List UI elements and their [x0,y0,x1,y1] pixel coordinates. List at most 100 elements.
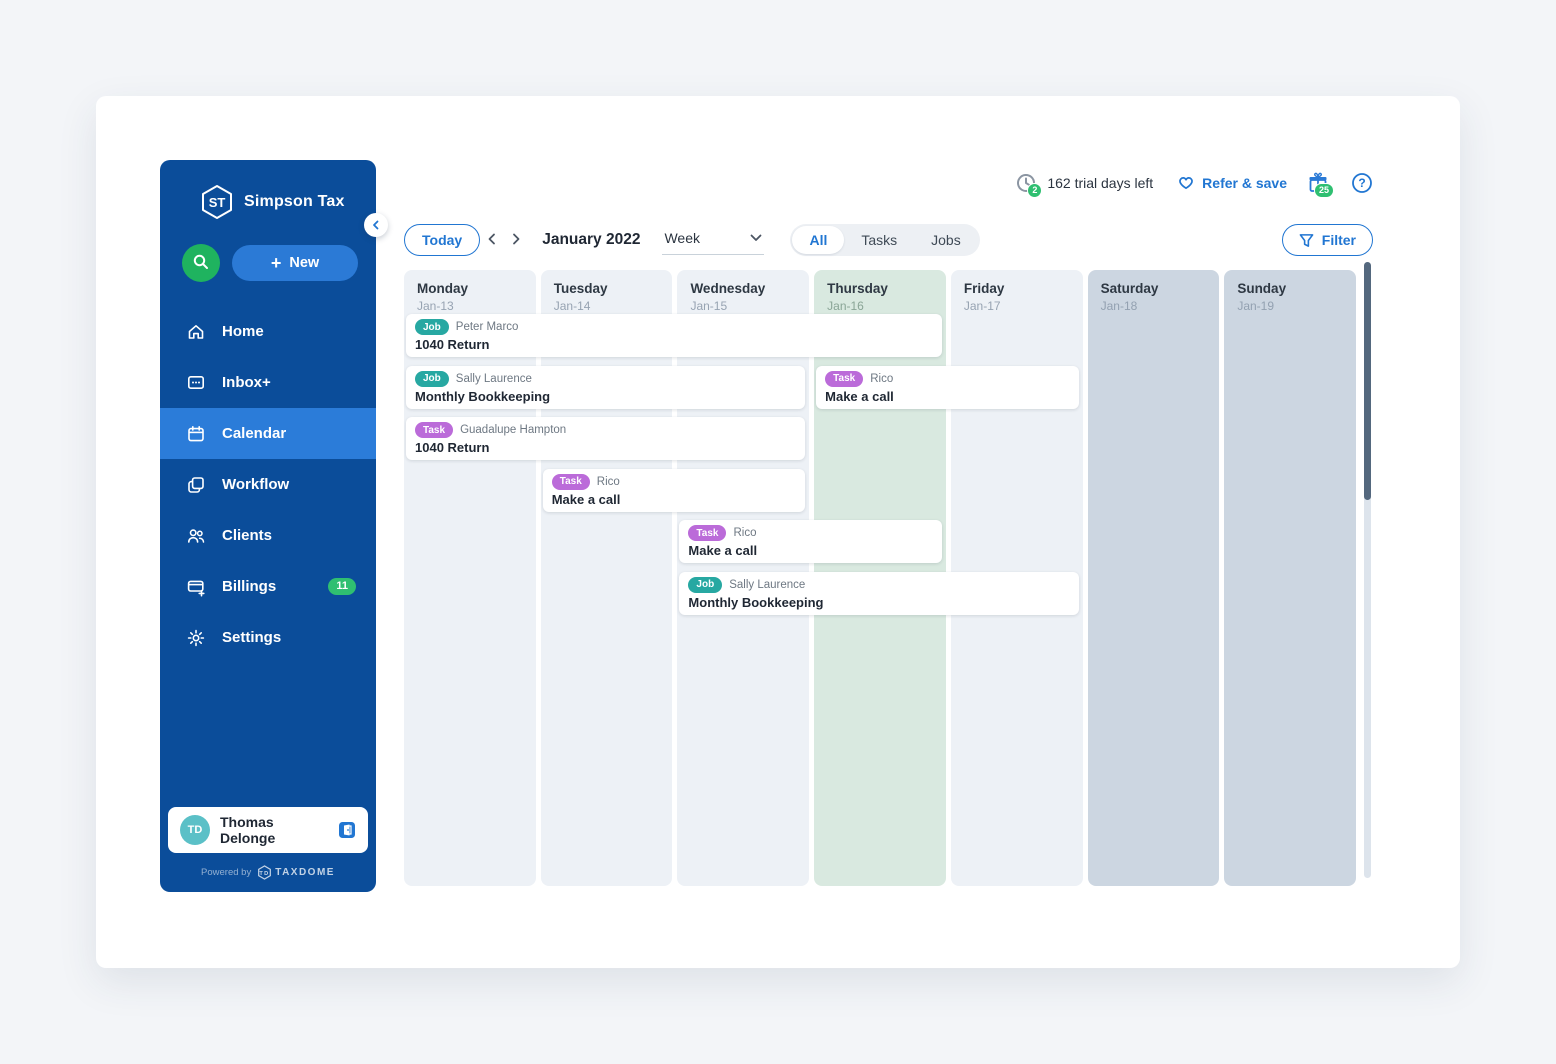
filter-button[interactable]: Filter [1281,224,1373,256]
day-column-monday: Monday Jan-13 [404,270,536,886]
chevron-left-icon [488,233,496,244]
filter-icon [1299,233,1314,247]
scrollbar-thumb[interactable] [1364,262,1371,500]
calendar-event[interactable]: Task Rico Make a call [816,365,1079,409]
sidebar-item-label: Clients [222,527,273,544]
sidebar-item-inbox[interactable]: Inbox+ [160,357,376,408]
taxdome-logo-icon: TD [258,865,272,880]
gift-button[interactable]: 25 [1307,172,1334,198]
company-logo-icon: ST [200,184,234,220]
event-type-badge: Task [415,422,454,438]
calendar-event[interactable]: Task Guadalupe Hampton 1040 Return [406,417,806,460]
sidebar-item-billings[interactable]: Billings 11 [160,561,376,612]
calendar-grid: Monday Jan-13 Tuesday Jan-14 Wednesday J… [404,270,1357,886]
gift-count-badge: 25 [1313,183,1334,198]
event-person: Guadalupe Hampton [460,424,567,436]
sidebar-item-clients[interactable]: Clients [160,510,376,561]
company-name: Simpson Tax [244,193,345,210]
sidebar-item-workflow[interactable]: Workflow [160,459,376,510]
day-date: Jan-17 [963,299,1001,313]
billings-icon [186,577,206,597]
calendar-icon [186,424,206,444]
user-menu[interactable]: TD Thomas Delonge [168,807,368,853]
vertical-scrollbar [1364,262,1371,878]
filter-label: Filter [1321,232,1356,248]
trial-status: 2 162 trial days left [1015,172,1154,198]
calendar-event[interactable]: Task Rico Make a call [679,520,942,563]
chevron-right-icon [513,233,520,244]
new-button[interactable]: + New [232,245,358,281]
segment-jobs[interactable]: Jobs [914,226,978,254]
today-button[interactable]: Today [404,224,481,256]
help-button[interactable]: ? [1351,172,1373,194]
trial-clock-icon: 2 [1015,172,1043,198]
sidebar-item-label: Billings [222,578,277,595]
event-person: Peter Marco [455,321,519,333]
sidebar-item-label: Workflow [222,476,290,493]
segment-tasks[interactable]: Tasks [844,226,914,254]
event-title: Monthly Bookkeeping [688,594,824,610]
event-type-badge: Job [688,576,723,593]
day-header: Monday Jan-13 [404,270,536,319]
calendar-event[interactable]: Task Rico Make a call [542,468,806,512]
day-header: Friday Jan-17 [951,270,1083,319]
heart-icon [1177,173,1195,193]
search-icon [192,253,210,274]
day-header: Thursday Jan-16 [814,270,946,319]
event-title: Monthly Bookkeeping [415,388,551,404]
event-type-badge: Task [551,473,590,490]
event-type-badge: Job [415,319,449,335]
logout-icon[interactable] [338,821,356,839]
sidebar: ST Simpson Tax + New Home [160,160,388,892]
sidebar-item-label: Calendar [222,425,287,442]
event-title: Make a call [688,543,758,558]
sidebar-item-settings[interactable]: Settings [160,612,376,663]
period-label: January 2022 [542,231,641,248]
event-person: Sally Laurence [729,578,806,591]
view-select-value: Week [664,229,700,246]
refer-and-save-label: Refer & save [1202,175,1287,191]
search-button[interactable] [182,244,220,282]
day-name: Sunday [1237,281,1287,296]
sidebar-item-calendar[interactable]: Calendar [160,408,376,459]
sidebar-item-label: Settings [222,629,282,646]
sidebar-item-label: Home [222,323,264,340]
clients-icon [186,526,206,546]
day-column-tuesday: Tuesday Jan-14 [540,270,673,886]
previous-week-button[interactable] [482,229,502,252]
calendar-event[interactable]: Job Sally Laurence Monthly Bookkeeping [679,571,1079,615]
day-header: Saturday Jan-18 [1088,270,1220,319]
sidebar-nav: Home Inbox+ Calendar Workflow Clients Bi… [160,306,376,663]
day-name: Friday [963,281,1005,296]
collapse-sidebar-button[interactable] [364,213,388,237]
day-header: Wednesday Jan-15 [677,270,809,319]
sidebar-item-home[interactable]: Home [160,306,376,357]
next-week-button[interactable] [506,229,526,252]
event-title: Make a call [551,491,621,507]
calendar-event[interactable]: Job Peter Marco 1040 Return [406,314,942,357]
event-title: 1040 Return [415,337,490,352]
event-person: Sally Laurence [455,372,532,385]
svg-text:?: ? [1358,176,1365,190]
event-type-badge: Task [825,370,864,387]
day-date: Jan-14 [553,299,591,313]
calendar-event[interactable]: Job Sally Laurence Monthly Bookkeeping [406,365,806,409]
avatar: TD [180,815,210,845]
billings-count-badge: 11 [328,578,356,595]
taxdome-wordmark: TAXDOME [275,867,335,878]
segment-all[interactable]: All [792,226,845,254]
event-title: Make a call [825,388,894,404]
day-date: Jan-13 [417,299,454,313]
inbox-icon [186,373,206,393]
day-column-sunday: Sunday Jan-19 [1224,270,1357,886]
view-select[interactable]: Week [662,226,765,255]
trial-count-badge: 2 [1027,183,1043,198]
day-name: Wednesday [690,281,766,296]
main-content: 2 162 trial days left Refer & save 25 [404,160,1373,886]
trial-text: 162 trial days left [1047,175,1154,191]
refer-and-save-link[interactable]: Refer & save [1177,173,1287,193]
type-filter-segmented: All Tasks Jobs [790,224,980,256]
day-date: Jan-18 [1100,299,1138,313]
day-date: Jan-15 [690,299,728,313]
home-icon [186,322,206,342]
